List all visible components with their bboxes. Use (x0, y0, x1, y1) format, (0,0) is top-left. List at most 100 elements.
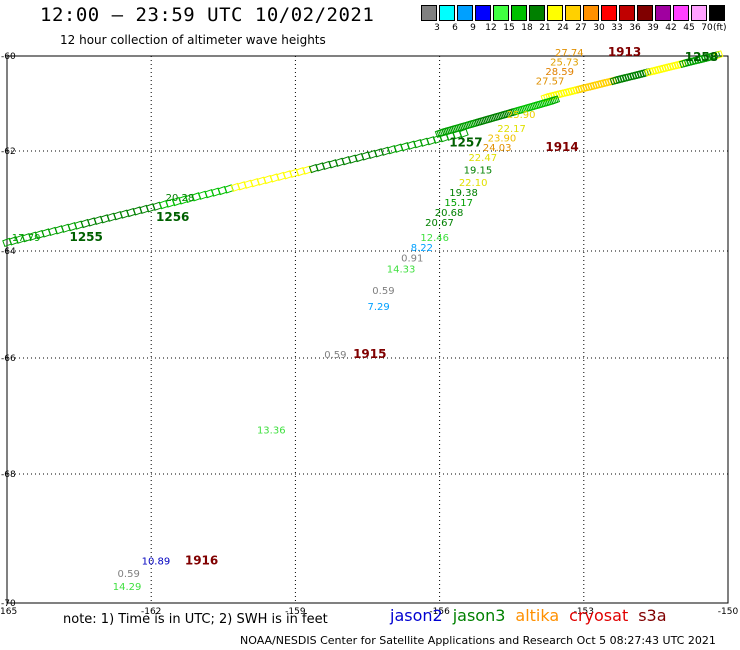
colorbar-swatch (529, 5, 545, 21)
satellite-legend-entry: cryosat (569, 606, 629, 625)
colorbar-label: 21 (539, 23, 551, 33)
colorbar-label: 39 (647, 23, 659, 33)
orbit-number-label: 1257 (449, 135, 482, 149)
orbit-labels: 1913 1914 1915 1916 1255 1256 1257 1258 (69, 45, 718, 567)
orbit-number-label: 1914 (545, 140, 578, 154)
colorbar-label: 45 (683, 23, 695, 33)
lon-tick-label: -165 (0, 607, 17, 617)
colorbar-swatch (547, 5, 563, 21)
colorbar-label: 33 (611, 23, 623, 33)
colorbar-swatch (493, 5, 509, 21)
wave-height-value: 0.91 (401, 254, 423, 265)
lon-tick-label: -159 (285, 607, 306, 617)
colorbar-swatch (709, 5, 725, 21)
satellite-legend-entry: altika (515, 606, 560, 625)
track-sample (713, 50, 724, 60)
lon-tick-label: -156 (429, 607, 450, 617)
lon-tick-label: -150 (718, 607, 739, 617)
colorbar-swatch (457, 5, 473, 21)
colorbar-swatch (475, 5, 491, 21)
colorbar-label: 18 (521, 23, 533, 33)
track-layer (2, 50, 724, 248)
wave-height-value: 27.57 (536, 77, 565, 88)
wave-height-value: 14.33 (387, 264, 416, 275)
wave-height-value: 7.29 (368, 302, 390, 313)
colorbar-label: 24 (557, 23, 569, 33)
map-subtitle: 12 hour collection of altimeter wave hei… (60, 33, 326, 47)
colorbar-label: 9 (470, 23, 476, 33)
orbit-number-label: 1916 (185, 553, 218, 567)
wave-height-value: 27.74 (555, 48, 584, 59)
colorbar-swatch (601, 5, 617, 21)
colorbar-unit: (ft) (713, 23, 727, 33)
wave-height-value: 0.59 (324, 350, 346, 361)
wave-height-value: 20.68 (435, 208, 464, 219)
orbit-number-label: 1256 (156, 210, 189, 224)
wave-height-value: 17.79 (12, 233, 41, 244)
wave-height-value: 19.38 (449, 188, 478, 199)
lat-tick-label: -68 (1, 470, 16, 480)
colorbar-label: 36 (629, 23, 641, 33)
satellite-legend-entry: jason2 (390, 606, 443, 625)
colorbar-swatch (421, 5, 437, 21)
colorbar-swatch (637, 5, 653, 21)
wave-height-value: 24.03 (483, 143, 512, 154)
wave-height-value: 28.59 (545, 67, 574, 78)
colorbar-swatch (691, 5, 707, 21)
plot-frame (6, 55, 729, 604)
wave-height-value: 14.29 (113, 582, 142, 593)
wave-height-value: 15.17 (444, 198, 473, 209)
wave-height-value: 25.73 (550, 58, 579, 69)
wave-height-value: 25.90 (507, 110, 536, 121)
colorbar-label: 30 (593, 23, 605, 33)
wave-height-value: 23.90 (488, 134, 517, 145)
satellite-legend-entry: jason3 (452, 606, 506, 625)
satellite-legend: jason2 jason3 altika cryosat s3a (390, 606, 677, 625)
lat-tick-label: -62 (1, 147, 16, 157)
colorbar-label: 27 (575, 23, 587, 33)
orbit-number-label: 1255 (69, 230, 102, 244)
lat-tick-label: -60 (1, 52, 16, 62)
map-title: 12:00 – 23:59 UTC 10/02/2021 (40, 4, 375, 26)
wave-height-value: 0.59 (118, 569, 140, 580)
wave-height-value: 10.89 (142, 556, 171, 567)
colorbar-swatch (655, 5, 671, 21)
lon-tick-label: -162 (141, 607, 161, 617)
satellite-legend-entry: s3a (638, 606, 667, 625)
wave-height-value: 22.47 (468, 153, 497, 164)
colorbar-swatch (511, 5, 527, 21)
axis-ticks: -165 -162 -159 -156 -153 -150 -60 -62 -64 -66 -68 -… (0, 52, 738, 617)
wave-height-value: 22.17 (497, 124, 526, 135)
wave-height-value: 13.36 (257, 425, 286, 436)
colorbar-label: 42 (665, 23, 677, 33)
colorbar-swatch (439, 5, 455, 21)
wave-height-value: 22.10 (459, 178, 488, 189)
wave-height-value: 8.22 (411, 243, 433, 254)
colorbar-swatch (565, 5, 581, 21)
colorbar-swatch (673, 5, 689, 21)
lon-tick-label: -153 (574, 607, 594, 617)
wave-height-value: 12.46 (420, 233, 449, 244)
colorbar-swatch (583, 5, 599, 21)
wave-height-value: 0.59 (372, 286, 394, 297)
orbit-number-label: 1915 (353, 347, 386, 361)
colorbar-label: 3 (434, 23, 440, 33)
wave-height-value: 19.15 (464, 166, 493, 177)
orbit-number-label: 1258 (685, 50, 718, 64)
colorbar-label: 12 (485, 23, 497, 33)
colorbar-label: 6 (452, 23, 458, 33)
colorbar-label: 70 (701, 23, 713, 33)
track-sample (550, 95, 561, 105)
colorbar-label: 15 (503, 23, 515, 33)
lat-tick-label: -70 (1, 599, 16, 609)
map-note: note: 1) Time is in UTC; 2) SWH is in fe… (63, 612, 328, 627)
wave-height-value: 20.28 (166, 193, 195, 204)
lat-lon-grid (6, 55, 729, 604)
wave-height-value: 20.67 (425, 218, 454, 229)
lat-tick-label: -66 (1, 354, 16, 364)
orbit-number-label: 1913 (608, 45, 641, 59)
lat-tick-label: -64 (1, 247, 16, 257)
map-credit: NOAA/NESDIS Center for Satellite Applica… (240, 634, 716, 647)
